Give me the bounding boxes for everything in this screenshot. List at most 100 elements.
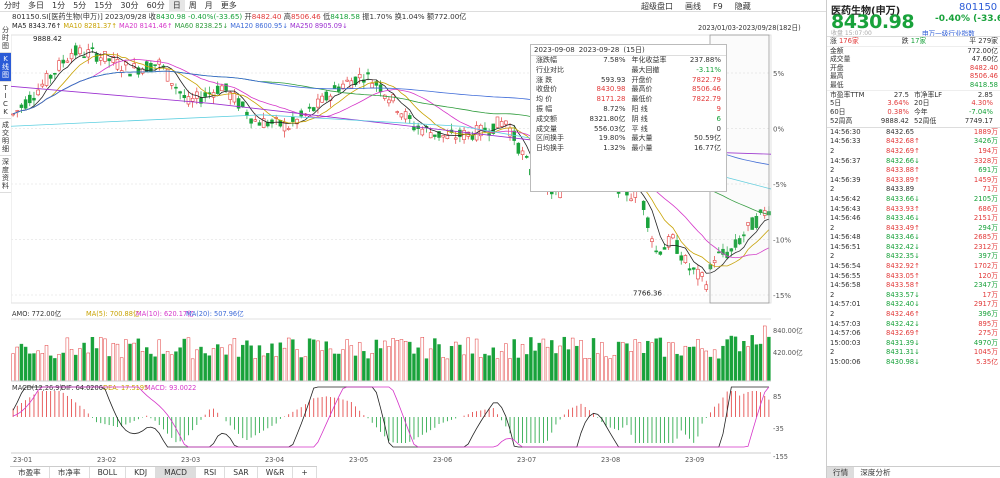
period-tab[interactable]: 15分 (94, 0, 113, 10)
left-tab[interactable]: 分时图 (0, 24, 11, 53)
tick-volume: 691万 (978, 166, 998, 175)
volume-bar (94, 348, 99, 382)
volume-bar (763, 325, 767, 382)
indicator-tab[interactable]: SAR (225, 467, 258, 478)
tool-button[interactable]: 超级盘口 (641, 1, 673, 11)
indicator-tab[interactable]: MACD (156, 467, 196, 478)
macd-dea-line (12, 386, 770, 448)
volume-bar (124, 339, 128, 382)
popup-end-date[interactable]: 2023-09-28 (578, 46, 620, 54)
volume-bar (366, 358, 370, 382)
volume-bar (679, 355, 683, 382)
period-tab[interactable]: 5分 (73, 0, 87, 10)
volume-bar (625, 343, 629, 382)
period-toolbar: 分时 多日 1分 5分 15分 30分 60分日周月更多 (0, 0, 826, 12)
candle-body (520, 150, 525, 155)
period-tab[interactable]: 周 (188, 0, 197, 10)
period-tab[interactable]: 分时 (4, 0, 20, 10)
popup-value: 8430.98 (596, 85, 626, 94)
volume-bar (721, 345, 725, 382)
popup-label: 日均换手 (536, 144, 564, 153)
volume-bar (128, 343, 132, 382)
indicator-tab[interactable]: RSI (196, 467, 226, 478)
candle-body (708, 264, 713, 270)
indicator-tab[interactable]: 市盈率 (10, 467, 50, 478)
volume-bar (579, 340, 583, 382)
popup-label: 最低价 (631, 95, 653, 104)
tick-row: 2 8433.89 71万 (827, 185, 1000, 195)
volume-bar (370, 353, 374, 382)
volume-bar (86, 352, 90, 382)
indicator-tab[interactable]: KDJ (126, 467, 157, 478)
tick-row: 2 8432.35↓ 397万 (827, 252, 1000, 262)
period-tab[interactable]: 月 (204, 0, 213, 10)
tick-row: 14:56:48 8433.46↓ 2685万 (827, 233, 1000, 243)
period-tab[interactable]: 30分 (120, 0, 139, 10)
volume-bar (616, 341, 621, 382)
volume-bar (520, 344, 525, 382)
candle-body (470, 134, 475, 140)
tick-volume: 1459万 (973, 175, 998, 184)
volume-bar (666, 342, 671, 382)
tool-button[interactable]: F9 (713, 1, 723, 11)
macd-value-label: MACD: 93.0022 (145, 384, 196, 392)
stat2-value: 4.30% (971, 99, 993, 108)
volume-bar (349, 345, 354, 382)
period-tab[interactable]: 日 (168, 0, 185, 12)
popup-value: 0 (716, 124, 721, 133)
low-label: 低 (323, 12, 331, 21)
popup-label: 最大回撤 (631, 65, 660, 74)
volume-bar (337, 353, 341, 382)
stat2-row: 5日 3.64% 20日 4.30% (827, 99, 1000, 108)
left-tab[interactable]: 深度资料 (0, 156, 11, 193)
popup-label: 开盘价 (631, 75, 653, 84)
tick-price: 8431.39↓ (886, 338, 920, 347)
candle-body (23, 99, 28, 109)
tick-volume: 397万 (978, 252, 998, 261)
candle-body (278, 120, 283, 127)
candle-body (332, 85, 337, 89)
x-month-label: 23-04 (265, 456, 284, 464)
quote-tab[interactable]: 行情 (827, 467, 855, 478)
candle-body (128, 73, 132, 77)
volume-bar (562, 336, 567, 382)
amp-label: 振 (362, 12, 370, 21)
volume-bar (115, 343, 120, 382)
popup-start-date[interactable]: 2023-09-08 (534, 46, 575, 54)
volume-bar (462, 354, 466, 382)
volume-bar (236, 356, 241, 382)
indicator-tab[interactable]: BOLL (90, 467, 127, 478)
volume-bar (274, 356, 278, 382)
volume-bar (487, 355, 491, 382)
period-tab[interactable]: 多日 (28, 0, 44, 10)
period-tab[interactable]: 更多 (220, 0, 237, 10)
tool-button[interactable]: 隐藏 (734, 1, 751, 11)
indicator-tab[interactable]: + (293, 467, 317, 478)
indicator-tab[interactable]: 市净率 (50, 467, 90, 478)
candle-body (11, 113, 15, 116)
period-tab[interactable]: 1分 (52, 0, 66, 10)
change-value: -0.40%(-33.65) (188, 12, 243, 21)
candle-body (69, 53, 74, 60)
volume-bar (621, 342, 625, 382)
tool-button[interactable]: 画线 (685, 1, 701, 11)
industry-link[interactable]: 申万一级行业指数 (922, 30, 975, 38)
volume-bar (583, 358, 587, 382)
volume-bar (378, 348, 383, 382)
indicator-tab[interactable]: W&R (258, 467, 294, 478)
stat-row: 最高 8506.46 (827, 72, 1000, 81)
pct-tick-label: 5% (773, 70, 784, 78)
popup-label: 年化收益率 (631, 56, 667, 64)
tick-row: 2 8432.46↑ 396万 (827, 310, 1000, 320)
volume-bar (570, 337, 575, 382)
volume-bar (708, 356, 713, 382)
period-tab[interactable]: 60分 (146, 0, 165, 10)
volume-bar (211, 348, 216, 382)
x-month-label: 23-01 (13, 456, 32, 464)
quote-tab[interactable]: 深度分析 (860, 468, 891, 477)
candle-body (374, 81, 379, 86)
x-month-label: 23-03 (181, 456, 200, 464)
left-tab[interactable]: 成交明细 (0, 119, 11, 156)
